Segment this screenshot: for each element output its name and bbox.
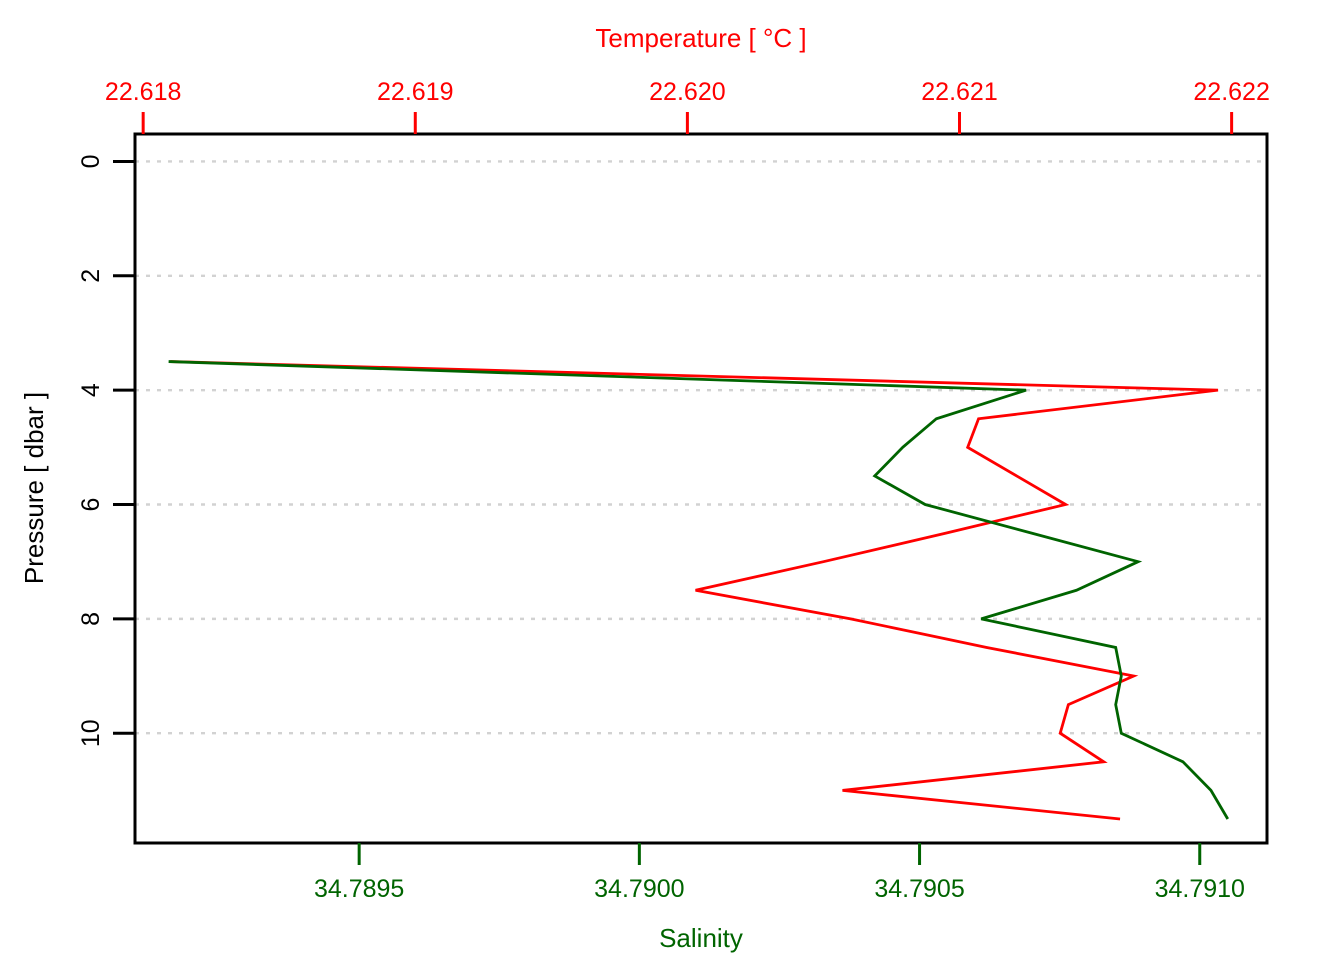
salinity-tick-label: 34.7910 xyxy=(1155,875,1245,903)
pressure-tick-label: 6 xyxy=(77,498,105,512)
temperature-line xyxy=(170,360,1219,821)
temperature-axis-title: Temperature [ °C ] xyxy=(595,23,807,53)
pressure-tick-label: 10 xyxy=(77,719,105,747)
temperature-tick-label: 22.618 xyxy=(105,78,181,106)
salinity-line xyxy=(168,360,1229,820)
salinity-tick-label: 34.7900 xyxy=(594,875,684,903)
salinity-tick-label: 34.7895 xyxy=(314,875,404,903)
salinity-tick-label: 34.7905 xyxy=(874,875,964,903)
temperature-tick-label: 22.620 xyxy=(649,78,725,106)
pressure-axis-title: Pressure [ dbar ] xyxy=(19,391,49,585)
temperature-tick-label: 22.621 xyxy=(921,78,997,106)
salinity-axis-title: Salinity xyxy=(659,923,743,953)
temperature-tick-label: 22.622 xyxy=(1193,78,1269,106)
pressure-tick-label: 4 xyxy=(77,383,105,397)
pressure-tick-label: 2 xyxy=(77,269,105,283)
pressure-tick-label: 0 xyxy=(77,154,105,168)
plot-border xyxy=(133,132,1269,845)
temperature-tick-label: 22.619 xyxy=(377,78,453,106)
pressure-tick-label: 8 xyxy=(77,612,105,626)
